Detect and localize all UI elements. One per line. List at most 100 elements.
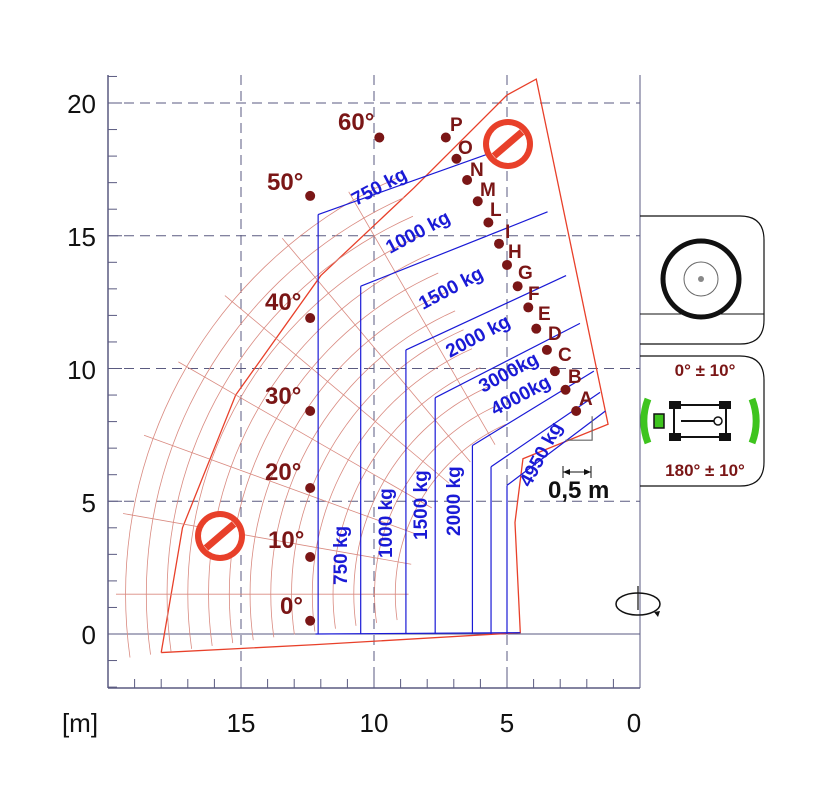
extension-arc: [270, 310, 456, 638]
machine-top-view-icon: [640, 397, 760, 445]
point-label-L: L: [490, 200, 502, 221]
extension-point-B: [560, 384, 571, 395]
rotation-rear-label: 180° ± 10°: [665, 461, 745, 480]
extension-arc: [249, 291, 447, 641]
angle-point: [305, 405, 316, 416]
angle-label-60: 60°: [338, 109, 374, 136]
y-tick-label-5: 5: [82, 488, 96, 518]
load-label-1000-vert: 1000 kg: [376, 488, 397, 558]
rotation-arrow-icon: [615, 586, 661, 617]
wheel-panel: [640, 215, 765, 345]
extension-arc: [208, 253, 430, 647]
point-label-H: H: [508, 242, 522, 263]
no-entry-sign-icon: [195, 511, 245, 561]
angle-label-20: 20°: [265, 459, 301, 486]
angle-ray: [224, 295, 450, 484]
angle-label-40: 40°: [265, 289, 301, 316]
angle-point: [305, 615, 316, 626]
y-tick-label-10: 10: [67, 355, 96, 385]
x-tick-label-5: 5: [500, 708, 514, 738]
angle-ray: [178, 361, 432, 509]
load-label-2000-diag: 2000 kg: [442, 311, 513, 362]
extension-arc: [291, 329, 464, 635]
y-tick-label-20: 20: [67, 89, 96, 119]
angle-ray: [143, 434, 420, 536]
point-label-M: M: [480, 180, 496, 201]
extension-point-O: [451, 153, 462, 164]
extension-arc: [145, 197, 405, 655]
load-boundary-diagonal: [472, 370, 595, 447]
angle-ray: [348, 191, 496, 445]
load-boundary-diagonal: [490, 391, 601, 468]
extension-arc: [311, 348, 473, 632]
extension-arc: [332, 367, 481, 629]
load-label-1500-vert: 1500 kg: [411, 470, 432, 540]
angle-point: [305, 190, 316, 201]
angle-label-10: 10°: [268, 527, 304, 554]
extension-arc: [187, 234, 422, 649]
extension-arc: [374, 405, 498, 623]
extension-arc: [166, 215, 414, 652]
load-label-750-vert: 750 kg: [331, 526, 352, 585]
angle-point: [374, 132, 385, 143]
point-label-G: G: [518, 263, 533, 284]
point-label-E: E: [538, 304, 551, 325]
extension-arc: [228, 272, 439, 644]
y-tick-label-0: 0: [82, 620, 96, 650]
extension-point-D: [541, 344, 552, 355]
x-tick-label-0: 0: [627, 708, 641, 738]
point-label-B: B: [568, 367, 582, 388]
load-label-1500-diag: 1500 kg: [415, 263, 486, 314]
x-tick-label-10: 10: [360, 708, 389, 738]
angle-label-0: 0°: [280, 593, 303, 620]
angle-ray: [281, 237, 471, 463]
extension-point-G: [512, 281, 523, 292]
x-axis-unit-label: [m]: [62, 708, 98, 738]
load-boundary-diagonal: [506, 410, 606, 486]
no-entry-sign-icon: [483, 119, 533, 169]
load-boundary-diagonal: [434, 322, 581, 399]
extension-point-E: [531, 323, 542, 334]
extension-point-I: [494, 238, 505, 249]
extension-point-P: [440, 132, 451, 143]
wheel-icon: [660, 238, 742, 320]
extension-arcs: [115, 178, 506, 658]
extension-point-M: [472, 196, 483, 207]
offset-dimension: 0,5 m: [548, 466, 609, 504]
y-tick-label-15: 15: [67, 222, 96, 252]
offset-label: 0,5 m: [548, 477, 609, 504]
load-label-1000-diag: 1000 kg: [382, 207, 453, 258]
angle-label-30: 30°: [265, 383, 301, 410]
angle-point: [305, 552, 316, 563]
point-label-F: F: [528, 284, 540, 305]
load-boundary-diagonal: [405, 275, 567, 351]
points: [305, 132, 593, 626]
point-label-C: C: [558, 345, 572, 366]
fork-marker: [565, 416, 593, 441]
point-label-P: P: [450, 115, 463, 136]
extension-point-A: [571, 405, 582, 416]
point-label-A: A: [579, 389, 593, 410]
angle-point: [305, 482, 316, 493]
load-lines: [315, 139, 606, 635]
extension-arc: [394, 424, 506, 621]
point-label-O: O: [458, 138, 473, 159]
point-label-I: I: [505, 222, 510, 243]
extension-point-H: [502, 259, 512, 270]
extension-arc: [353, 386, 490, 626]
extension-point-N: [462, 174, 473, 185]
load-label-2000-vert: 2000 kg: [444, 466, 465, 536]
x-tick-label-15: 15: [227, 708, 256, 738]
extension-arc: [125, 178, 397, 658]
rotation-panel: 0° ± 10° 180° ± 10°: [640, 355, 765, 487]
extension-point-C: [549, 366, 560, 377]
load-baseline: [315, 632, 521, 635]
angle-label-50: 50°: [267, 169, 303, 196]
point-label-D: D: [548, 324, 562, 345]
angle-ray: [122, 513, 412, 565]
load-boundary-diagonal: [360, 211, 548, 287]
extension-point-F: [523, 302, 534, 313]
rotation-front-label: 0° ± 10°: [675, 361, 736, 380]
load-label-750-diag: 750 kg: [348, 164, 410, 210]
